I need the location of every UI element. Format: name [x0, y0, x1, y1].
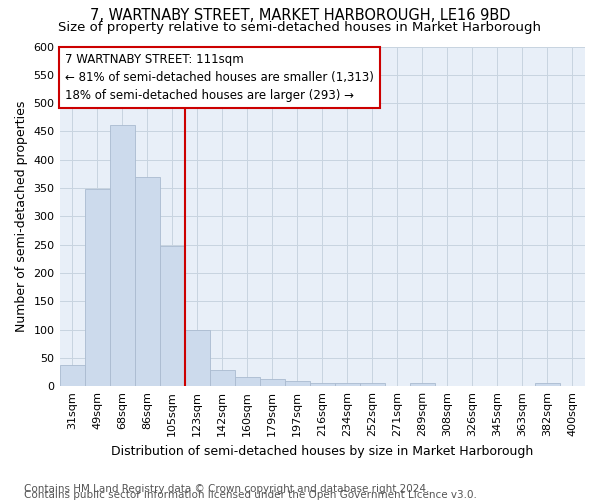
X-axis label: Distribution of semi-detached houses by size in Market Harborough: Distribution of semi-detached houses by …	[111, 444, 533, 458]
Y-axis label: Number of semi-detached properties: Number of semi-detached properties	[15, 100, 28, 332]
Bar	[310, 383, 335, 386]
Text: 7 WARTNABY STREET: 111sqm
← 81% of semi-detached houses are smaller (1,313)
18% : 7 WARTNABY STREET: 111sqm ← 81% of semi-…	[65, 54, 374, 102]
Bar	[110, 124, 134, 386]
Bar	[285, 381, 310, 386]
Bar	[85, 188, 110, 386]
Bar	[360, 384, 385, 386]
Text: Size of property relative to semi-detached houses in Market Harborough: Size of property relative to semi-detach…	[59, 21, 542, 34]
Bar	[235, 377, 260, 386]
Bar	[209, 370, 235, 386]
Text: Contains HM Land Registry data © Crown copyright and database right 2024.: Contains HM Land Registry data © Crown c…	[24, 484, 430, 494]
Bar	[535, 383, 560, 386]
Bar	[410, 384, 435, 386]
Bar	[160, 246, 185, 386]
Bar	[185, 330, 209, 386]
Bar	[260, 380, 285, 386]
Text: 7, WARTNABY STREET, MARKET HARBOROUGH, LE16 9BD: 7, WARTNABY STREET, MARKET HARBOROUGH, L…	[90, 8, 510, 22]
Text: Contains public sector information licensed under the Open Government Licence v3: Contains public sector information licen…	[24, 490, 477, 500]
Bar	[59, 365, 85, 386]
Bar	[335, 384, 360, 386]
Bar	[134, 176, 160, 386]
